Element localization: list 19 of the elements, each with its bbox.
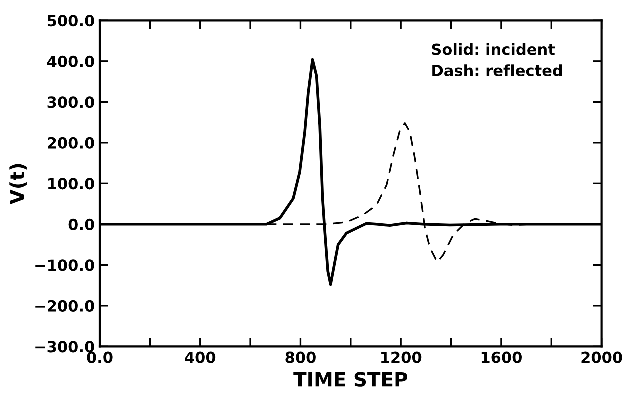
x-tick-label: 1600 xyxy=(482,352,522,364)
x-tick-label: 1200 xyxy=(382,352,422,364)
y-tick-label: 200.0 xyxy=(48,137,94,149)
y-tick-label: 400.0 xyxy=(47,56,94,68)
y-tick-label: 500.0 xyxy=(48,15,94,27)
y-tick-label: 300.0 xyxy=(48,96,94,108)
y-tick-label: −300.0 xyxy=(36,341,94,353)
x-tick-label: 2000 xyxy=(582,352,622,364)
x-axis-title: TIME STEP xyxy=(294,372,408,387)
y-tick-label: −100.0 xyxy=(36,260,94,272)
x-tick-label: 0.0 xyxy=(87,352,113,364)
x-tick-label: 400 xyxy=(185,352,216,364)
annotation: Solid: incident xyxy=(432,43,556,56)
x-tick-label: 800 xyxy=(286,352,316,364)
y-axis-title: V(t) xyxy=(10,164,27,205)
y-tick-label: 100.0 xyxy=(48,178,94,190)
annotation: Dash: reflected xyxy=(432,64,562,76)
y-tick-label: −200.0 xyxy=(36,300,94,312)
y-tick-label: 0.0 xyxy=(68,218,94,230)
